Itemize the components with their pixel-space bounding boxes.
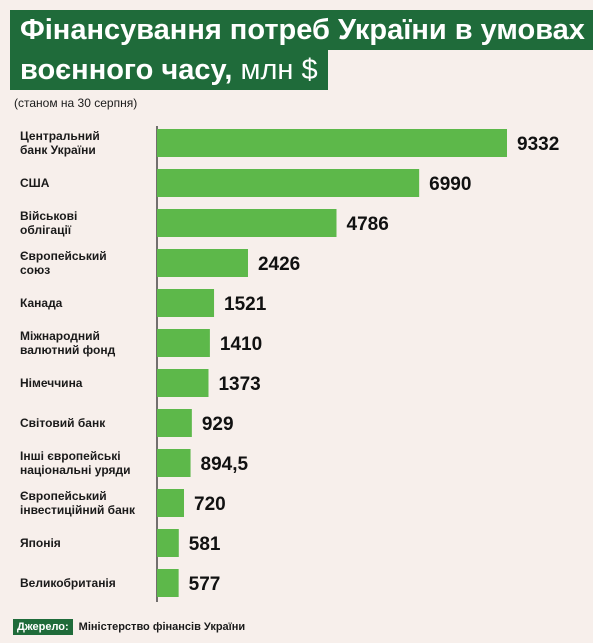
category-label-9-line-1: інвестиційний банк xyxy=(20,503,136,517)
source-label: Джерело: xyxy=(13,619,73,635)
category-label-5: Міжнародний валютний фонд xyxy=(20,329,116,357)
value-label-7: 929 xyxy=(202,414,234,435)
chart-title-line-2: воєнного часу, млн $ xyxy=(10,50,328,90)
source-text: Міністерство фінансів України xyxy=(78,621,246,633)
bar-0 xyxy=(157,129,507,157)
bar-8 xyxy=(157,449,191,477)
value-label-2: 4786 xyxy=(347,214,389,235)
value-label-3: 2426 xyxy=(258,254,300,275)
value-label-9: 720 xyxy=(194,494,226,515)
category-label-8: Інші європейські національні уряди xyxy=(20,449,130,477)
category-label-9: Європейський інвестиційний банк xyxy=(20,489,136,517)
source-note: Джерело: Міністерство фінансів України xyxy=(13,619,245,635)
value-label-8: 894,5 xyxy=(201,454,249,475)
category-label-10: Японія xyxy=(20,536,61,550)
category-label-6: Німеччина xyxy=(20,376,83,390)
bar-2 xyxy=(157,209,337,237)
category-label-5-line-0: Міжнародний xyxy=(20,329,100,343)
bar-6 xyxy=(157,369,209,397)
category-label-4: Канада xyxy=(20,296,63,310)
category-label-8-line-1: національні уряди xyxy=(20,463,130,477)
bar-1 xyxy=(157,169,420,197)
category-label-6-line-0: Німеччина xyxy=(20,376,83,390)
value-label-11: 577 xyxy=(189,574,221,595)
value-label-1: 6990 xyxy=(429,174,471,195)
chart-title-line-2-main: воєнного часу, xyxy=(20,54,233,86)
category-label-3-line-1: союз xyxy=(20,263,50,277)
category-label-2-line-0: Військові xyxy=(20,209,77,223)
category-label-1: США xyxy=(20,176,50,190)
chart-subtitle: (станом на 30 серпня) xyxy=(14,96,138,110)
category-label-0-line-1: банк України xyxy=(20,143,96,157)
bar-9 xyxy=(157,489,185,517)
category-label-4-line-0: Канада xyxy=(20,296,63,310)
value-label-5: 1410 xyxy=(220,334,262,355)
category-label-11-line-0: Великобританія xyxy=(20,576,116,590)
category-label-1-line-0: США xyxy=(20,176,50,190)
value-label-0: 9332 xyxy=(517,134,559,155)
value-label-4: 1521 xyxy=(224,294,267,315)
chart-title-unit: млн $ xyxy=(232,54,318,86)
category-label-0: Центральний банк України xyxy=(20,129,100,157)
category-label-7-line-0: Світовий банк xyxy=(20,416,106,430)
chart-title: Фінансування потреб України в умовах воє… xyxy=(10,10,593,90)
bar-7 xyxy=(157,409,192,437)
category-label-3-line-0: Європейський xyxy=(20,249,107,263)
bar-10 xyxy=(157,529,179,557)
bar-5 xyxy=(157,329,210,357)
category-label-7: Світовий банк xyxy=(20,416,106,430)
category-label-11: Великобританія xyxy=(20,576,116,590)
bar-4 xyxy=(157,289,215,317)
category-label-2: Військові облігації xyxy=(20,209,77,237)
bar-11 xyxy=(157,569,179,597)
value-label-6: 1373 xyxy=(218,374,260,395)
category-label-9-line-0: Європейський xyxy=(20,489,107,503)
chart-title-line-1: Фінансування потреб України в умовах xyxy=(10,10,593,50)
value-label-10: 581 xyxy=(189,534,221,555)
bar-3 xyxy=(157,249,248,277)
category-label-2-line-1: облігації xyxy=(20,223,72,237)
category-label-8-line-0: Інші європейські xyxy=(20,449,121,463)
category-label-5-line-1: валютний фонд xyxy=(20,343,116,357)
category-label-10-line-0: Японія xyxy=(20,536,61,550)
category-label-3: Європейський союз xyxy=(20,249,107,277)
category-label-0-line-0: Центральний xyxy=(20,129,100,143)
